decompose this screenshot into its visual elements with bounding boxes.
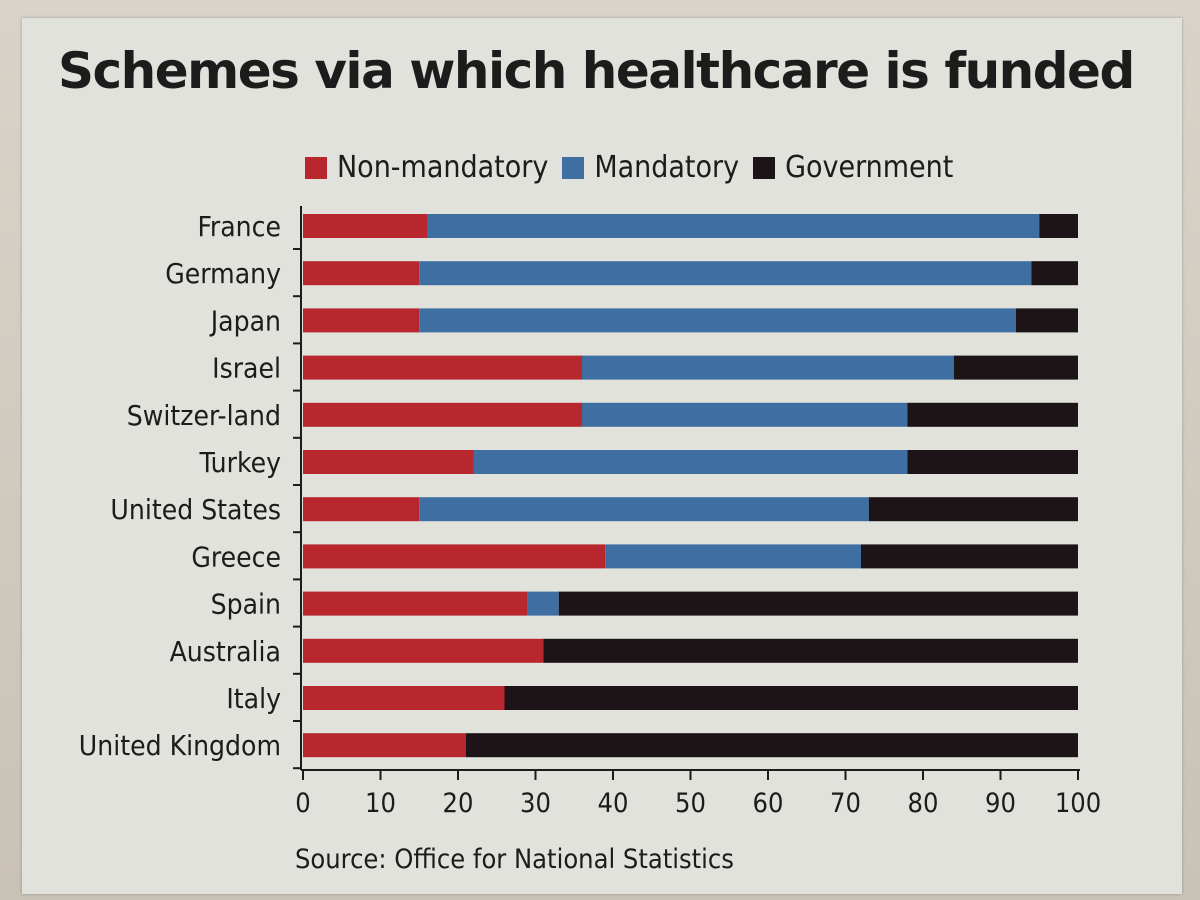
bar-japan-non-mandatory [303, 308, 420, 333]
bar-united-states-government [868, 497, 1078, 522]
bar-australia-non-mandatory [303, 638, 544, 663]
bar-israel-non-mandatory [303, 355, 582, 380]
bar-japan-mandatory [419, 308, 1016, 333]
legend-label-government: Government [785, 150, 954, 185]
legend-swatch-mandatory [562, 156, 585, 179]
bar-united-kingdom-government [465, 733, 1078, 758]
bar-germany-government [1031, 261, 1078, 286]
legend-label-non-mandatory: Non-mandatory [337, 150, 549, 185]
bar-greece-government [861, 544, 1078, 569]
legend-item-mandatory: Mandatory [562, 150, 739, 185]
category-label-australia: Australia [170, 635, 281, 668]
category-label-united-states: United States [110, 493, 281, 526]
category-label-spain: Spain [211, 588, 281, 621]
x-tick-label-0: 0 [295, 788, 310, 819]
x-tick-label-50: 50 [675, 788, 706, 819]
x-tick-label-40: 40 [598, 788, 629, 819]
category-label-united-kingdom: United Kingdom [79, 729, 281, 762]
bar-italy-non-mandatory [303, 686, 505, 710]
bar-united-kingdom-non-mandatory [303, 733, 466, 758]
bar-united-states-mandatory [419, 497, 869, 522]
category-label-greece: Greece [191, 540, 281, 573]
legend-item-non-mandatory: Non-mandatory [305, 150, 548, 185]
bar-spain-government [558, 591, 1078, 616]
bar-italy-government [504, 686, 1078, 710]
bar-israel-mandatory [582, 355, 954, 380]
x-tick-label-20: 20 [443, 788, 474, 819]
x-tick-label-30: 30 [520, 788, 551, 819]
bar-spain-non-mandatory [303, 591, 528, 616]
bar-united-states-non-mandatory [303, 497, 420, 522]
bar-switzer-land-government [907, 402, 1078, 427]
legend-label-mandatory: Mandatory [594, 150, 740, 185]
bar-switzer-land-non-mandatory [303, 402, 582, 427]
legend-item-government: Government [753, 150, 953, 185]
legend: Non-mandatory Mandatory Government [305, 150, 967, 185]
category-label-switzer-land: Switzer-land [127, 399, 281, 432]
x-tick-label-10: 10 [365, 788, 396, 819]
category-label-italy: Italy [226, 682, 281, 715]
category-label-israel: Israel [212, 352, 281, 385]
bar-switzer-land-mandatory [582, 402, 908, 427]
bar-germany-non-mandatory [303, 261, 420, 286]
x-tick-label-100: 100 [1055, 788, 1101, 819]
bar-france-mandatory [427, 214, 1040, 238]
bar-turkey-government [907, 450, 1078, 474]
category-label-france: France [197, 210, 281, 243]
bar-france-government [1039, 214, 1078, 238]
bar-turkey-non-mandatory [303, 450, 474, 474]
legend-swatch-non-mandatory [305, 156, 327, 179]
bar-turkey-mandatory [473, 450, 908, 474]
bar-france-non-mandatory [303, 214, 427, 238]
bar-greece-mandatory [605, 544, 861, 569]
bar-australia-government [543, 638, 1078, 663]
bar-spain-mandatory [527, 591, 559, 616]
bar-israel-government [954, 355, 1078, 380]
x-tick-label-70: 70 [830, 788, 861, 819]
x-tick-label-80: 80 [908, 788, 939, 819]
x-tick-label-90: 90 [985, 788, 1016, 819]
category-label-germany: Germany [165, 257, 281, 290]
bar-japan-government [1016, 308, 1078, 333]
bar-greece-non-mandatory [303, 544, 606, 569]
legend-swatch-government [753, 156, 776, 179]
x-tick-label-60: 60 [753, 788, 784, 819]
category-label-japan: Japan [209, 304, 281, 337]
chart-title: Schemes via which healthcare is funded [58, 42, 1135, 100]
source-note: Source: Office for National Statistics [295, 844, 734, 875]
bar-germany-mandatory [419, 261, 1032, 286]
category-label-turkey: Turkey [199, 446, 282, 479]
